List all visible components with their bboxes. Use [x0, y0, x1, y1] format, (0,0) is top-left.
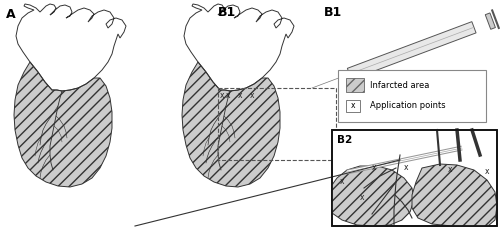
Polygon shape [486, 13, 496, 29]
Bar [332, 130, 497, 226]
Bar [218, 88, 336, 160]
Text: x: x [340, 177, 344, 186]
Text: x: x [448, 166, 452, 174]
Bar [346, 78, 364, 92]
Text: x: x [360, 194, 364, 202]
Bar [346, 100, 360, 112]
Text: x: x [404, 164, 408, 172]
Polygon shape [332, 166, 414, 226]
Text: x: x [220, 92, 224, 101]
Polygon shape [14, 62, 112, 187]
Text: Infarcted area: Infarcted area [370, 81, 430, 90]
Text: Application points: Application points [370, 101, 446, 111]
Text: B2: B2 [337, 135, 352, 145]
Text: B1: B1 [324, 6, 342, 19]
Bar [338, 70, 486, 122]
Polygon shape [182, 62, 280, 187]
Polygon shape [412, 164, 497, 226]
Text: x: x [351, 101, 355, 111]
Text: x: x [250, 92, 254, 101]
Text: x: x [226, 92, 230, 101]
Text: B1: B1 [218, 6, 236, 19]
Bar [332, 130, 497, 226]
Text: x: x [238, 92, 242, 101]
Polygon shape [348, 22, 476, 79]
Text: A: A [6, 8, 16, 21]
Text: x: x [372, 164, 376, 172]
Text: x: x [485, 167, 489, 177]
